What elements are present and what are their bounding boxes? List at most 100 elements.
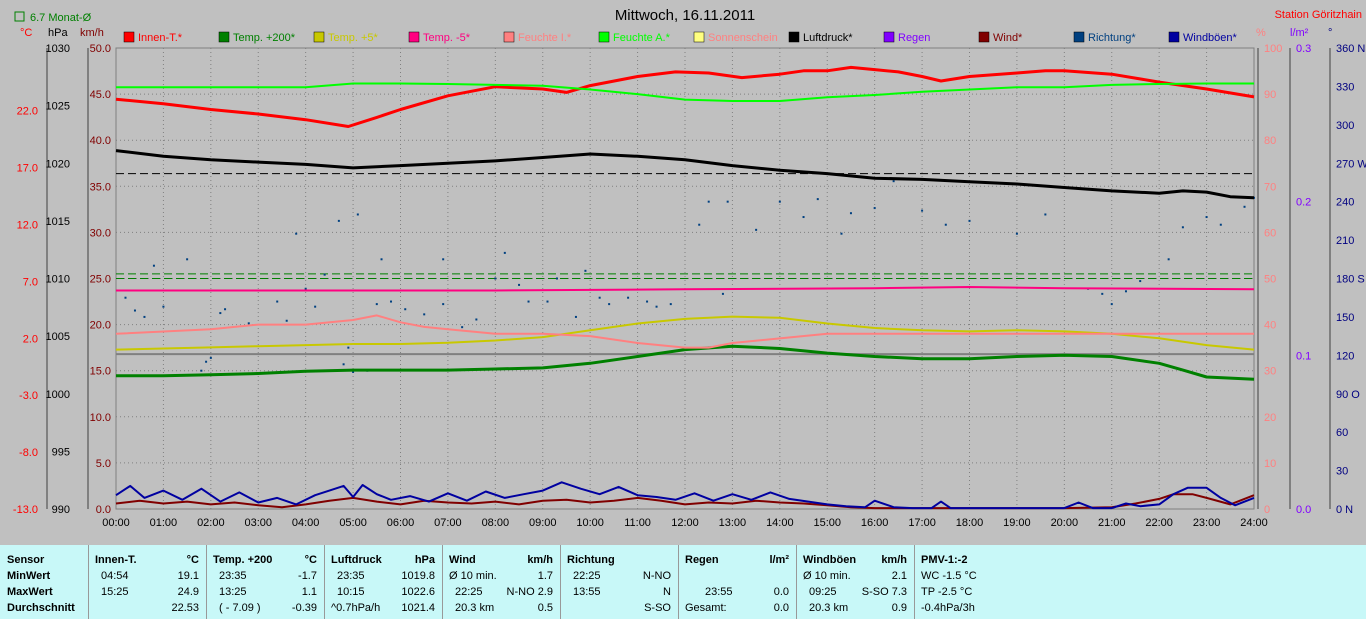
- richtung-point: [816, 198, 819, 201]
- stats-regen-avg-time: Gesamt:: [685, 602, 727, 614]
- percent-tick-label: 20: [1264, 412, 1276, 424]
- x-tick-label: 01:00: [150, 517, 178, 529]
- hpa-tick-label: 1025: [46, 101, 70, 113]
- richtung-point: [304, 287, 307, 290]
- richtung-point: [1181, 226, 1184, 229]
- richtung-point: [295, 232, 298, 235]
- richtung-point: [442, 303, 445, 306]
- richtung-point: [380, 258, 383, 261]
- stats-luftdruck: Luftdruck hPa 23:35 1019.8 10:15 1022.6 …: [324, 545, 443, 619]
- stats-temp200-avg-val: -0.39: [291, 602, 317, 614]
- legend-label: Innen-T.*: [138, 32, 183, 44]
- stats-temp200: Temp. +200 °C 23:35 -1.7 13:25 1.1 ( - 7…: [206, 545, 325, 619]
- x-tick-label: 15:00: [813, 517, 841, 529]
- stats-innen-min-val: 19.1: [177, 570, 199, 582]
- richtung-point: [707, 200, 710, 203]
- richtung-point: [390, 300, 393, 303]
- richtung-point: [342, 363, 345, 366]
- stats-innen-max-val: 24.9: [177, 586, 199, 598]
- richtung-point: [133, 309, 136, 312]
- legend-label: Regen: [898, 32, 930, 44]
- legend-swatch: [123, 31, 135, 43]
- stats-innen-title: Innen-T.: [95, 554, 137, 566]
- richtung-point: [721, 292, 724, 295]
- series-temp-5: [116, 286, 1255, 292]
- x-tick-label: 05:00: [339, 517, 367, 529]
- stats-wind-unit: km/h: [527, 554, 553, 566]
- x-tick-label: 06:00: [387, 517, 415, 529]
- stats-pmv-min: WC -1.5 °C: [921, 570, 977, 582]
- stats-richtung-min-val: N-NO: [642, 570, 671, 582]
- stats-luftdruck-min-val: 1019.8: [401, 570, 435, 582]
- legend-label: Temp. +5*: [328, 32, 379, 44]
- richtung-point: [598, 296, 601, 299]
- percent-tick-label: 100: [1264, 43, 1282, 55]
- x-tick-label: 13:00: [719, 517, 747, 529]
- unit-celsius: °C: [20, 27, 32, 39]
- richtung-point: [1044, 213, 1047, 216]
- richtung-point: [347, 346, 350, 349]
- kmh-tick-label: 10.0: [90, 412, 111, 424]
- richtung-point: [337, 219, 340, 222]
- richtung-point: [655, 305, 658, 308]
- stats-luftdruck-title: Luftdruck: [331, 554, 382, 566]
- lm2-tick-label: 0.1: [1296, 350, 1311, 362]
- stats-wind-title: Wind: [449, 554, 476, 566]
- hpa-tick-label: 1020: [46, 158, 70, 170]
- richtung-point: [1219, 223, 1222, 226]
- legend-swatch: [1168, 31, 1180, 43]
- celsius-tick-label: -13.0: [13, 504, 38, 516]
- legend-swatch: [218, 31, 230, 43]
- degree-tick-label: 30: [1336, 466, 1348, 478]
- x-tick-label: 09:00: [529, 517, 557, 529]
- legend-swatch: [978, 31, 990, 43]
- stats-boeen-min-val: 2.1: [891, 570, 907, 582]
- richtung-point: [1139, 280, 1142, 283]
- richtung-point: [219, 312, 222, 315]
- hpa-tick-label: 1005: [46, 331, 70, 343]
- percent-tick-label: 90: [1264, 89, 1276, 101]
- lm2-tick-label: 0.2: [1296, 197, 1311, 209]
- stats-boeen-max-time: 09:25: [809, 586, 837, 598]
- stats-innen-unit: °C: [186, 554, 199, 566]
- stats-temp200-min-val: -1.7: [298, 570, 317, 582]
- stats-innen-min-time: 04:54: [101, 570, 129, 582]
- stats-regen: Regen l/m² 23:55 0.0 Gesamt: 0.0: [678, 545, 797, 619]
- legend-label: Windböen*: [1183, 32, 1238, 44]
- richtung-point: [574, 315, 577, 318]
- unit-degree: °: [1328, 27, 1332, 39]
- legend-label: Richtung*: [1088, 32, 1136, 44]
- stats-header-min: MinWert: [7, 570, 51, 582]
- stats-luftdruck-unit: hPa: [414, 554, 435, 566]
- percent-tick-label: 70: [1264, 181, 1276, 193]
- richtung-point: [726, 200, 729, 203]
- richtung-point: [1205, 216, 1208, 219]
- celsius-tick-label: 22.0: [17, 106, 38, 118]
- richtung-point: [404, 308, 407, 311]
- richtung-point: [162, 305, 165, 308]
- legend-label: Wind*: [993, 32, 1023, 44]
- x-tick-label: 12:00: [671, 517, 699, 529]
- legend-label: Feuchte A.*: [613, 32, 671, 44]
- richtung-point: [518, 283, 521, 286]
- degree-tick-label: 240: [1336, 197, 1354, 209]
- richtung-point: [968, 219, 971, 222]
- percent-tick-label: 60: [1264, 227, 1276, 239]
- degree-tick-label: 360 N: [1336, 43, 1365, 55]
- x-tick-label: 07:00: [434, 517, 462, 529]
- unit-hpa: hPa: [48, 27, 68, 39]
- richtung-point: [778, 200, 781, 203]
- x-tick-label: 04:00: [292, 517, 320, 529]
- series-feuchte-a: [116, 82, 1254, 102]
- stats-boeen-max-dir: S-SO 7.3: [861, 586, 907, 598]
- stats-regen-avg-val: 0.0: [773, 602, 789, 614]
- richtung-point: [209, 356, 212, 359]
- kmh-tick-label: 35.0: [90, 181, 111, 193]
- stats-richtung-title: Richtung: [567, 554, 615, 566]
- kmh-tick-label: 45.0: [90, 89, 111, 101]
- richtung-point: [1253, 196, 1255, 199]
- x-tick-label: 22:00: [1145, 517, 1173, 529]
- richtung-point: [503, 251, 506, 254]
- chart-title: Mittwoch, 16.11.2011: [615, 7, 755, 24]
- richtung-point: [224, 308, 227, 311]
